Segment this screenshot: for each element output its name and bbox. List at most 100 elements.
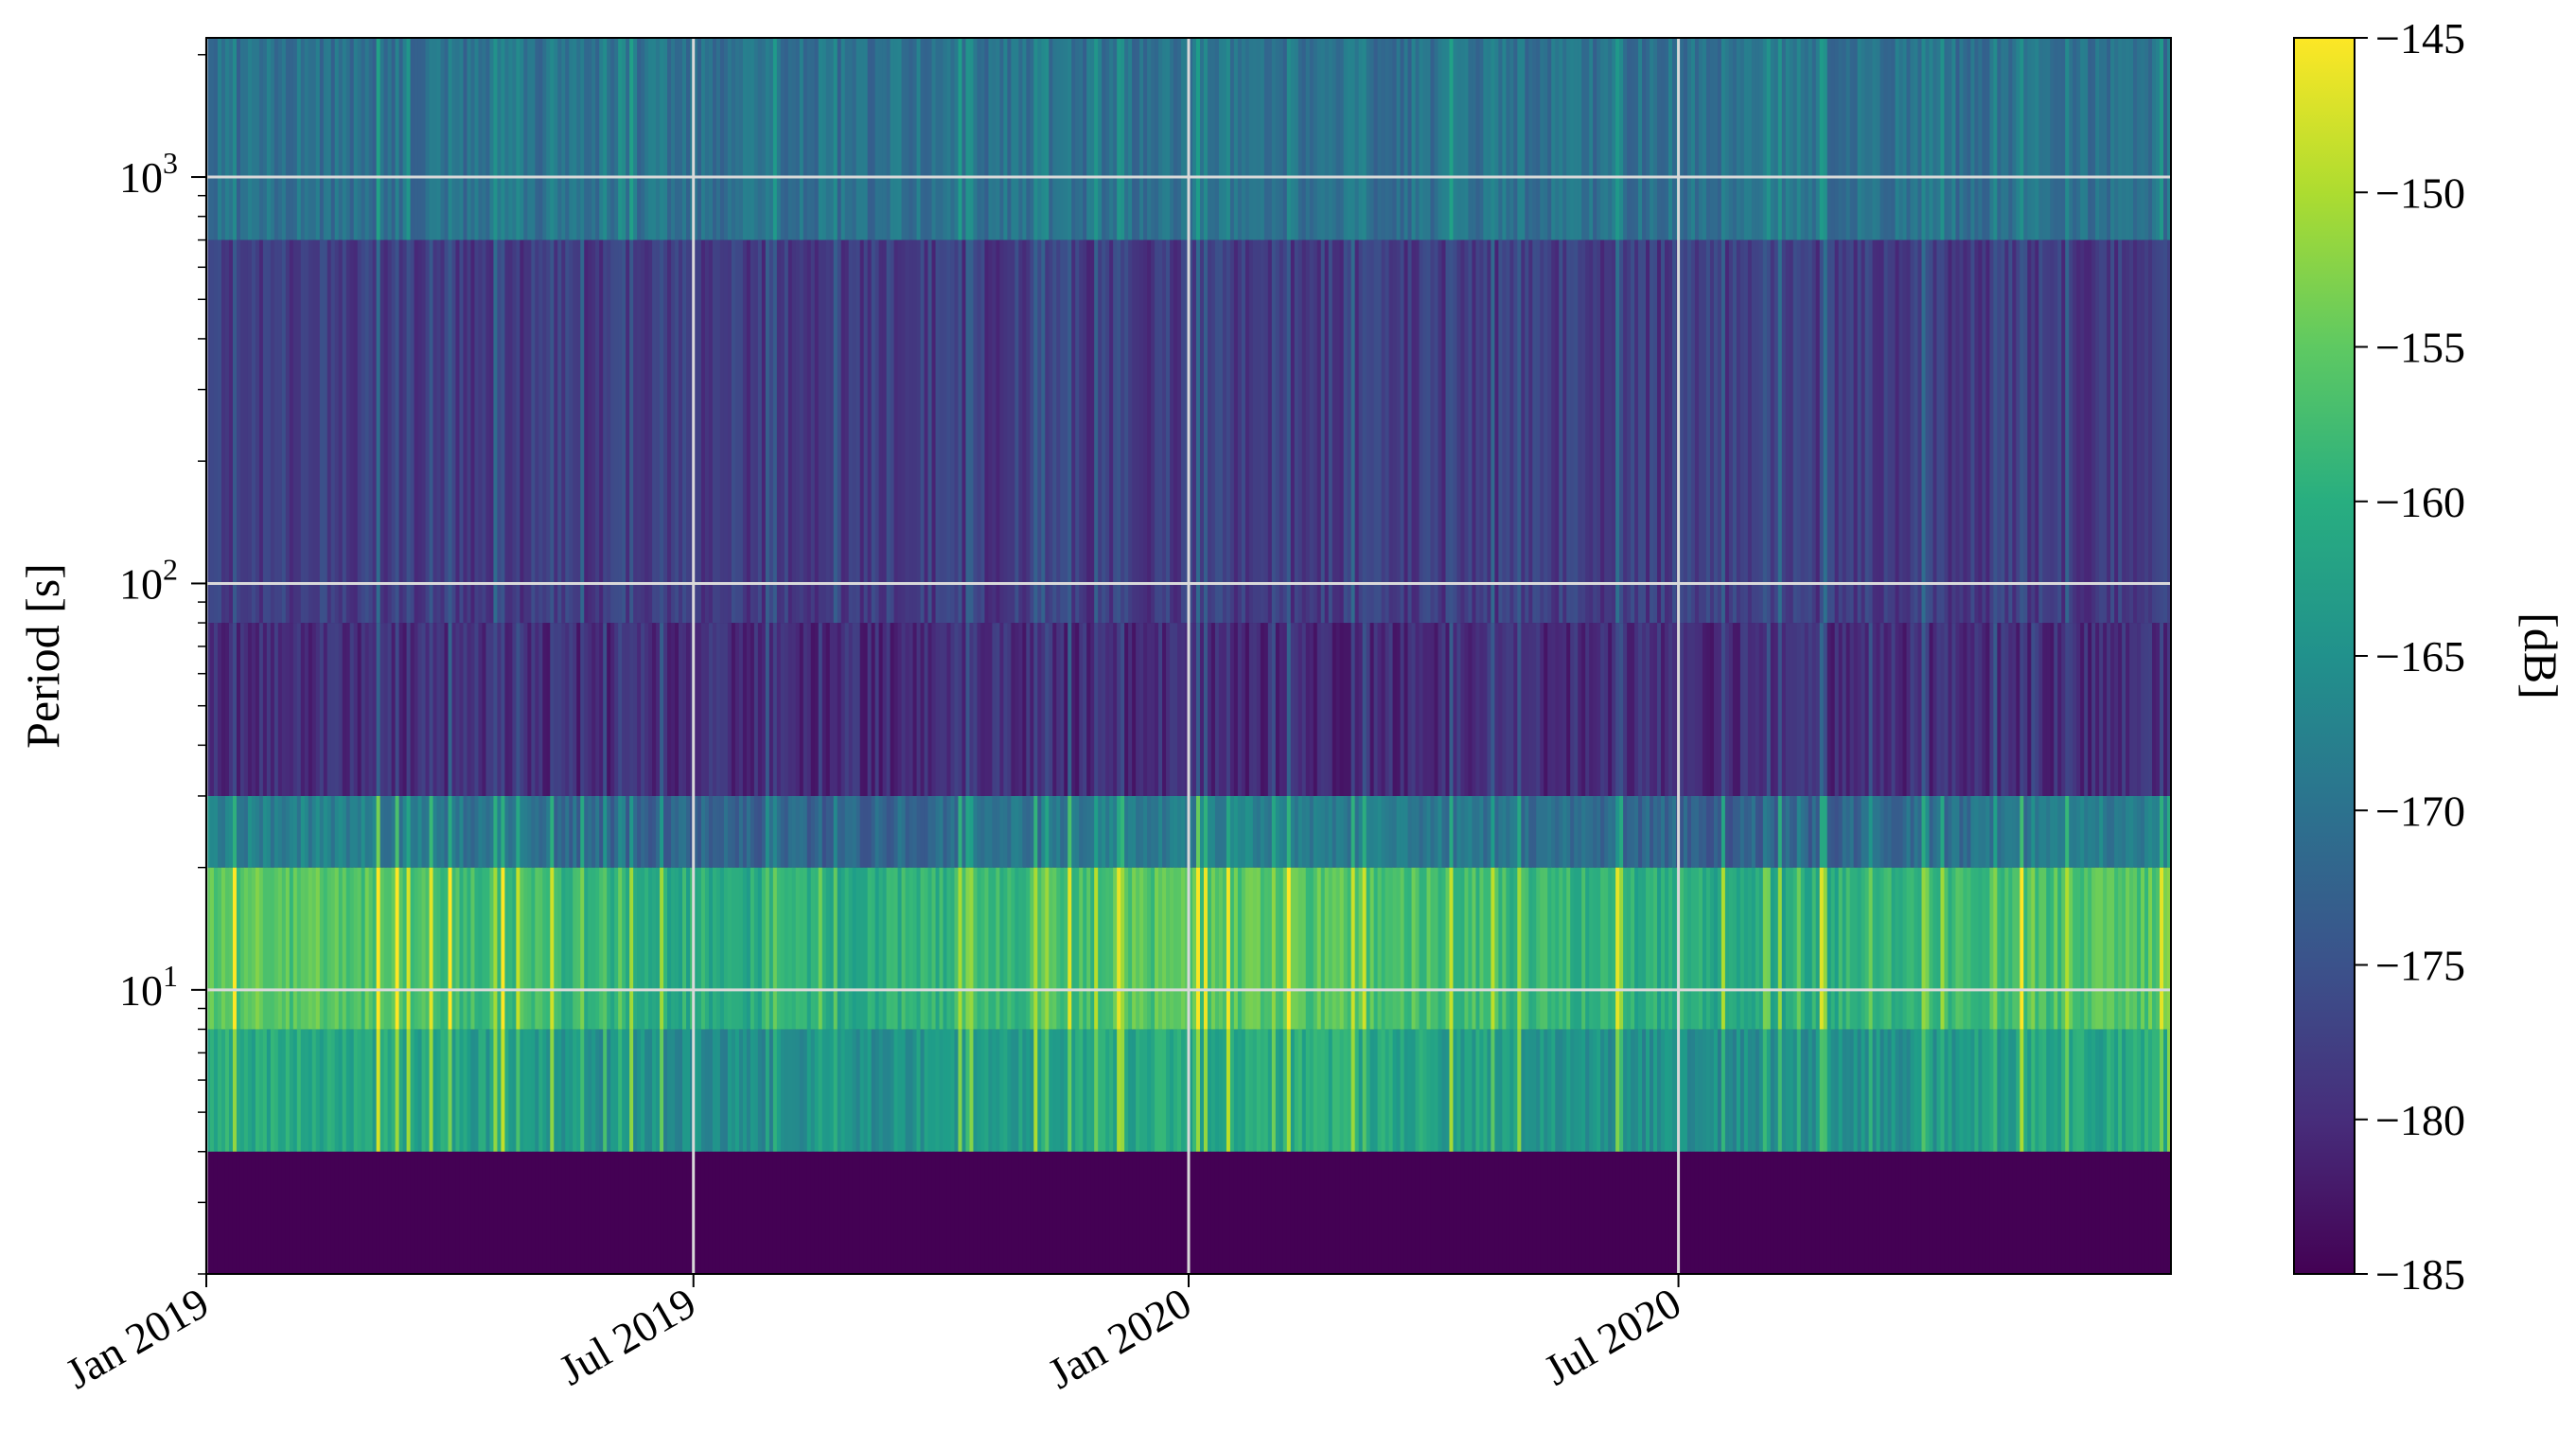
heatmap-cell: [1982, 239, 1986, 624]
heatmap-cell: [1305, 867, 1311, 1030]
heatmap-cell: [652, 239, 657, 624]
heatmap-cell: [1422, 623, 1428, 796]
heatmap-cell: [2073, 867, 2077, 1030]
heatmap-cell: [296, 38, 302, 240]
heatmap-cell: [629, 1029, 634, 1152]
heatmap-cell: [787, 38, 793, 240]
heatmap-cell: [1350, 38, 1356, 240]
heatmap-cell: [1422, 1029, 1428, 1152]
heatmap-cell: [1932, 795, 1938, 868]
heatmap-cell: [1003, 867, 1008, 1030]
heatmap-cell: [308, 1151, 313, 1274]
heatmap-cell: [1985, 795, 1990, 868]
heatmap-cell: [1468, 38, 1473, 240]
heatmap-cell: [1173, 867, 1178, 1030]
heatmap-cell: [768, 623, 774, 796]
heatmap-cell: [916, 1151, 922, 1274]
heatmap-cell: [379, 1151, 385, 1274]
heatmap-cell: [588, 1151, 592, 1274]
heatmap-cell: [1260, 239, 1265, 624]
heatmap-cell: [810, 623, 816, 796]
heatmap-cell: [1815, 867, 1821, 1030]
heatmap-cell: [1113, 239, 1118, 624]
heatmap-cell: [2050, 38, 2055, 240]
heatmap-cell: [1944, 239, 1950, 624]
heatmap-cell: [825, 795, 831, 868]
heatmap-cell: [1811, 1029, 1817, 1152]
heatmap-cell: [1218, 1029, 1224, 1152]
heatmap-cell: [2088, 795, 2092, 868]
heatmap-cell: [258, 1029, 264, 1152]
heatmap-cell: [1948, 38, 1953, 240]
heatmap-cell: [1456, 795, 1462, 868]
heatmap-cell: [1155, 1029, 1159, 1152]
heatmap-cell: [909, 1029, 914, 1152]
heatmap-cell: [493, 38, 499, 240]
heatmap-cell: [2016, 623, 2020, 796]
heatmap-cell: [700, 795, 706, 868]
heatmap-cell: [1162, 867, 1167, 1030]
heatmap-cell: [2016, 239, 2020, 624]
heatmap-cell: [2163, 623, 2168, 796]
heatmap-cell: [1929, 623, 1934, 796]
heatmap-cell: [780, 623, 785, 796]
heatmap-cell: [1030, 795, 1034, 868]
heatmap-cell: [2156, 239, 2161, 624]
heatmap-cell: [1955, 38, 1961, 240]
x-tick-label: Jan 2019: [58, 1278, 217, 1398]
heatmap-cell: [1544, 795, 1548, 868]
heatmap-cell: [656, 1029, 661, 1152]
heatmap-cell: [1732, 1151, 1738, 1274]
heatmap-cell: [871, 795, 876, 868]
heatmap-cell: [1366, 623, 1371, 796]
heatmap-cell: [1646, 1151, 1650, 1274]
heatmap-cell: [954, 239, 960, 624]
heatmap-cell: [1845, 1029, 1851, 1152]
heatmap-cell: [969, 1151, 975, 1274]
heatmap-cell: [1407, 623, 1413, 796]
heatmap-cell: [209, 795, 215, 868]
heatmap-cell: [1263, 795, 1269, 868]
heatmap-cell: [1600, 1029, 1605, 1152]
heatmap-cell: [1369, 239, 1375, 624]
heatmap-cell: [1136, 38, 1140, 240]
heatmap-cell: [859, 1029, 865, 1152]
heatmap-cell: [727, 1151, 732, 1274]
heatmap-cell: [1758, 623, 1764, 796]
heatmap-cell: [2122, 38, 2126, 240]
heatmap-cell: [1929, 1029, 1934, 1152]
heatmap-cell: [1773, 1029, 1779, 1152]
heatmap-cell: [1997, 623, 2002, 796]
heatmap-cell: [1985, 38, 1990, 240]
heatmap-cell: [821, 1151, 827, 1274]
heatmap-cell: [622, 1151, 626, 1274]
heatmap-cell: [1143, 623, 1148, 796]
heatmap-cell: [504, 623, 509, 796]
heatmap-cell: [679, 239, 683, 624]
heatmap-cell: [2035, 239, 2039, 624]
heatmap-cell: [561, 623, 566, 796]
heatmap-cell: [2035, 623, 2039, 796]
heatmap-cell: [1758, 867, 1764, 1030]
heatmap-cell: [731, 867, 736, 1030]
heatmap-cell: [1041, 795, 1046, 868]
heatmap-cell: [1377, 795, 1383, 868]
heatmap-cell: [1589, 38, 1594, 240]
heatmap-cell: [330, 1151, 336, 1274]
heatmap-cell: [1536, 795, 1541, 868]
heatmap-cell: [1532, 38, 1537, 240]
heatmap-cell: [1680, 38, 1685, 240]
heatmap-cell: [1638, 1151, 1643, 1274]
heatmap-cell: [1574, 38, 1579, 240]
heatmap-cell: [1532, 1151, 1537, 1274]
heatmap-cell: [1309, 867, 1314, 1030]
heatmap-cell: [296, 1151, 302, 1274]
heatmap-cell: [700, 239, 706, 624]
heatmap-cell: [1011, 867, 1015, 1030]
heatmap-cell: [859, 795, 865, 868]
heatmap-cell: [1475, 623, 1481, 796]
heatmap-cell: [1743, 38, 1749, 240]
heatmap-cell: [2160, 38, 2164, 240]
heatmap-cell: [429, 38, 434, 240]
heatmap-cell: [1279, 38, 1284, 240]
